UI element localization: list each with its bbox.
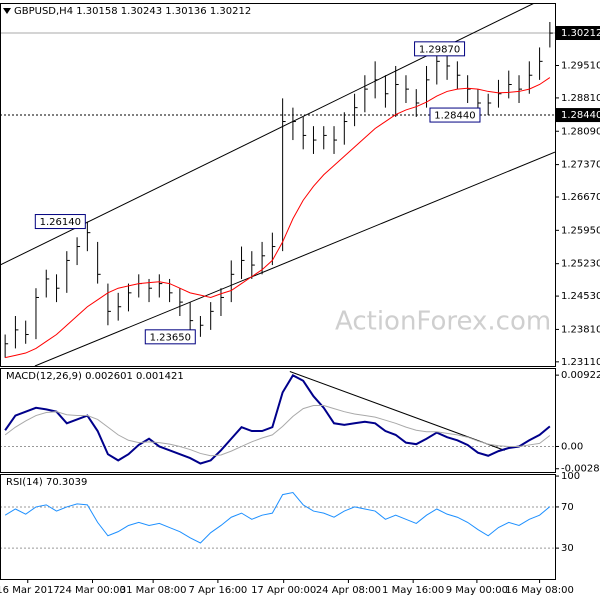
y-tick-label: 1.27370 — [561, 160, 600, 171]
annotation-label: 1.28440 — [434, 111, 475, 122]
y-tick-label: 1.29510 — [561, 61, 600, 72]
x-tick-label: 17 Apr 00:00 — [251, 585, 316, 596]
panel-frame — [0, 3, 556, 367]
symbol-icon — [3, 8, 11, 14]
y-tick-label: 1.25950 — [561, 225, 600, 236]
y-tick-label: 0.00 — [561, 441, 583, 452]
panel-title: RSI(14) 70.3039 — [6, 477, 87, 488]
indicator-line — [4, 491, 551, 544]
x-tick-label: 9 May 00:00 — [446, 585, 508, 596]
x-tick-label: 31 Mar 08:00 — [120, 585, 187, 596]
x-tick-label: 24 Mar 00:00 — [59, 585, 126, 596]
annotation-label: 1.26140 — [40, 217, 81, 228]
chart-title: GBPUSD,H4 1.30158 1.30243 1.30136 1.3021… — [14, 6, 251, 17]
panel — [0, 371, 555, 465]
x-tick-label: 16 May 08:00 — [505, 585, 574, 596]
y-tick-label: 1.26670 — [561, 192, 600, 203]
y-tick-label: 1.25230 — [561, 259, 600, 270]
price-tag-label: 1.30212 — [561, 28, 600, 39]
annotation-label: 1.23650 — [150, 332, 191, 343]
y-tick-label: -0.002879 — [561, 464, 600, 475]
panel-frame — [0, 368, 556, 473]
x-tick-label: 1 May 16:00 — [382, 585, 444, 596]
y-tick-label: 0.009227 — [561, 370, 600, 381]
indicator-line — [4, 405, 551, 457]
panel-frame — [0, 474, 556, 580]
y-tick-label: 1.28810 — [561, 93, 600, 104]
y-tick-label: 1.23810 — [561, 324, 600, 335]
moving-average — [5, 77, 551, 359]
annotation-label: 1.29870 — [419, 44, 460, 55]
y-tick-label: 30 — [561, 543, 574, 554]
x-tick-label: 16 Mar 2017 — [0, 585, 60, 596]
annotation-box — [429, 107, 481, 123]
indicator-line — [4, 374, 551, 465]
y-tick-label: 1.28090 — [561, 126, 600, 137]
price-tag-label: 1.28440 — [561, 110, 600, 121]
y-tick-label: 1.24530 — [561, 291, 600, 302]
x-tick-label: 24 Apr 08:00 — [316, 585, 381, 596]
annotation-box — [144, 329, 196, 345]
y-tick-label: 70 — [561, 502, 574, 513]
annotation-box — [414, 41, 466, 57]
y-tick-label: 1.23110 — [561, 357, 600, 368]
y-tick-label: 100 — [561, 471, 580, 482]
panel: ActionForex.com 1.26140 1.23650 1.29870 1.28… — [0, 3, 555, 366]
panel — [0, 491, 555, 549]
annotation-box — [34, 214, 86, 230]
watermark: ActionForex.com — [335, 307, 551, 337]
x-tick-label: 7 Apr 16:00 — [188, 585, 247, 596]
trend-line — [34, 151, 555, 366]
panel-title: MACD(12,26,9) 0.002601 0.001421 — [6, 371, 184, 382]
price-tag — [556, 26, 600, 41]
price-tag — [556, 108, 600, 123]
